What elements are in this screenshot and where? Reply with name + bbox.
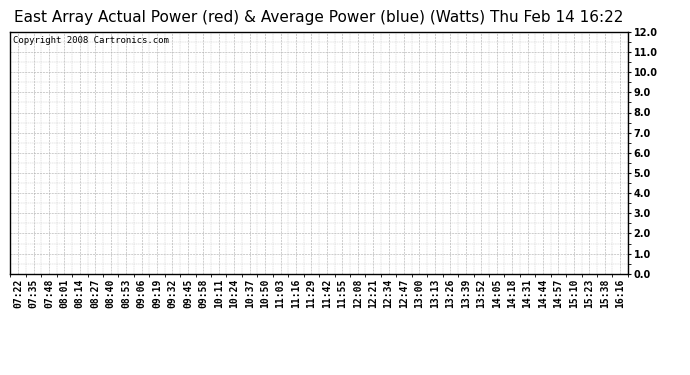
Text: Copyright 2008 Cartronics.com: Copyright 2008 Cartronics.com [13, 36, 169, 45]
Text: East Array Actual Power (red) & Average Power (blue) (Watts) Thu Feb 14 16:22: East Array Actual Power (red) & Average … [14, 10, 624, 26]
